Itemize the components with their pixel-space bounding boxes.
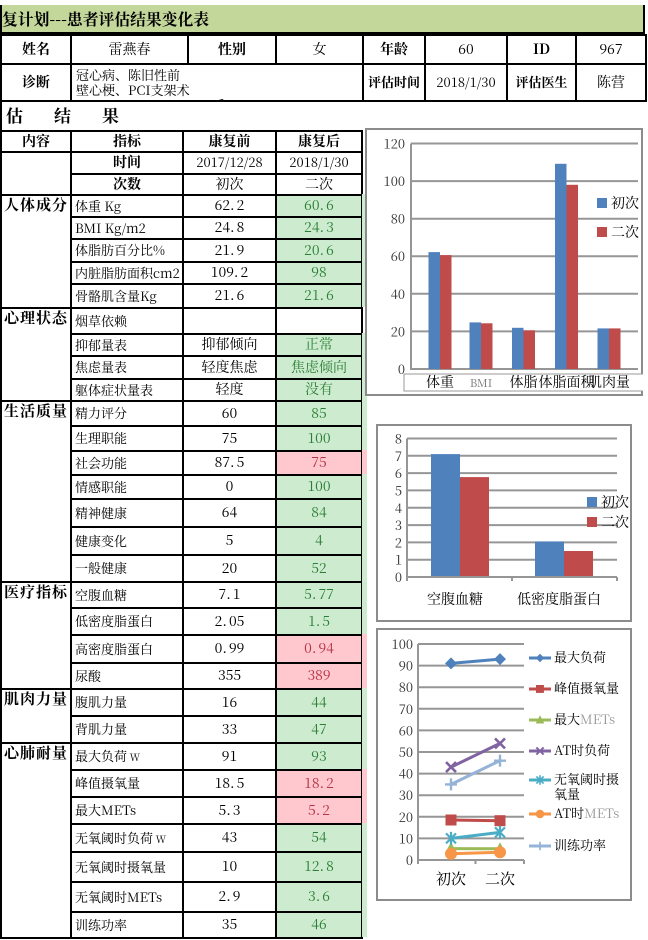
svg-text:初次: 初次	[436, 868, 466, 889]
svg-text:4: 4	[395, 498, 402, 517]
svg-text:8: 8	[395, 429, 402, 448]
svg-text:3: 3	[395, 515, 402, 534]
svg-text:体脂: 体脂	[510, 372, 538, 392]
svg-text:AT时负荷: AT时负荷	[554, 740, 610, 759]
svg-text:30: 30	[399, 785, 413, 804]
svg-text:0: 0	[398, 359, 405, 378]
svg-text:BMI: BMI	[470, 375, 492, 391]
svg-text:120: 120	[384, 134, 405, 153]
svg-text:二次: 二次	[601, 512, 629, 532]
svg-text:氧量: 氧量	[554, 784, 580, 803]
svg-text:二次: 二次	[485, 868, 515, 889]
svg-text:体重: 体重	[426, 372, 454, 392]
svg-text:低密度脂蛋白: 低密度脂蛋白	[517, 589, 601, 609]
svg-text:7: 7	[395, 446, 402, 465]
svg-text:40: 40	[399, 764, 413, 783]
svg-text:6: 6	[395, 463, 402, 482]
svg-text:20: 20	[391, 321, 405, 340]
svg-text:二次: 二次	[611, 222, 639, 242]
svg-text:体脂面积: 体脂面积	[539, 372, 596, 392]
svg-text:100: 100	[392, 634, 413, 653]
svg-text:60: 60	[391, 246, 405, 265]
svg-text:20: 20	[399, 807, 413, 826]
svg-text:80: 80	[399, 677, 413, 696]
svg-text:训练功率: 训练功率	[554, 835, 606, 854]
svg-text:峰值摄氧量: 峰值摄氧量	[554, 678, 619, 697]
svg-text:60: 60	[399, 720, 413, 739]
svg-text:70: 70	[399, 699, 413, 718]
svg-text:5: 5	[395, 480, 402, 499]
svg-text:100: 100	[384, 171, 405, 190]
svg-text:80: 80	[391, 209, 405, 228]
svg-text:空腹血糖: 空腹血糖	[427, 589, 483, 609]
svg-text:2: 2	[395, 532, 402, 551]
svg-text:AT时METs: AT时METs	[554, 803, 619, 822]
svg-text:10: 10	[399, 828, 413, 847]
svg-text:40: 40	[391, 284, 405, 303]
svg-text:1: 1	[395, 550, 402, 569]
svg-text:最大METs: 最大METs	[554, 709, 615, 728]
svg-text:最大负荷: 最大负荷	[554, 647, 606, 666]
svg-text:0: 0	[406, 850, 413, 869]
svg-text:50: 50	[399, 742, 413, 761]
svg-text:肌肉量: 肌肉量	[588, 372, 630, 392]
svg-text:初次: 初次	[601, 492, 629, 512]
svg-text:0: 0	[395, 567, 402, 586]
svg-text:初次: 初次	[611, 193, 639, 213]
svg-text:90: 90	[399, 656, 413, 675]
svg-text:无氧阈时摄: 无氧阈时摄	[554, 769, 619, 788]
